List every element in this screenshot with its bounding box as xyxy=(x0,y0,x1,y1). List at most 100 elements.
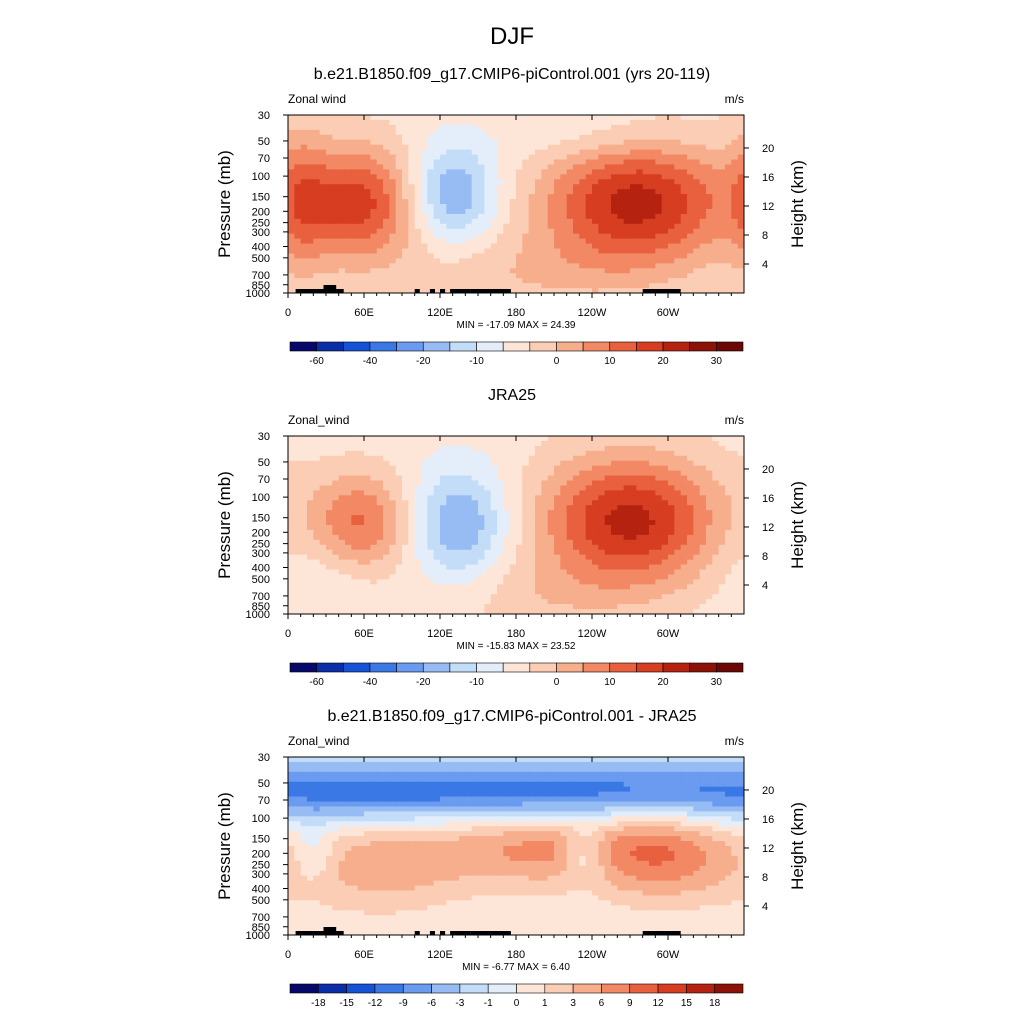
field-cell xyxy=(383,495,390,501)
field-cell xyxy=(490,268,498,274)
field-cell xyxy=(655,534,663,541)
field-cell xyxy=(623,139,631,146)
field-cell xyxy=(503,228,511,235)
field-cell xyxy=(389,465,397,472)
field-cell xyxy=(319,554,327,561)
field-cell xyxy=(699,248,707,255)
field-cell xyxy=(370,495,378,501)
field-cell xyxy=(484,559,492,566)
field-cell xyxy=(541,208,549,215)
field-cell xyxy=(661,490,669,496)
field-cell xyxy=(674,119,682,126)
field-cell xyxy=(604,574,612,580)
field-cell xyxy=(402,154,409,161)
field-cell xyxy=(490,238,498,245)
field-cell xyxy=(319,544,327,551)
field-cell xyxy=(300,204,308,210)
field-cell xyxy=(307,253,314,259)
field-cell xyxy=(642,495,650,501)
field-cell xyxy=(699,465,707,472)
field-cell xyxy=(516,559,523,566)
field-cell xyxy=(554,179,561,185)
field-cell xyxy=(421,436,428,442)
field-cell xyxy=(364,520,371,526)
field-cell xyxy=(731,223,739,230)
field-cell xyxy=(509,119,517,126)
field-cell xyxy=(503,159,511,166)
field-cell xyxy=(623,159,631,166)
field-cell xyxy=(402,564,409,571)
field-cell xyxy=(560,554,568,561)
field-cell xyxy=(408,465,416,472)
field-cell xyxy=(535,149,542,156)
field-cell xyxy=(611,273,618,279)
field-cell xyxy=(332,515,340,521)
field-cell xyxy=(566,440,574,447)
field-cell xyxy=(516,204,523,210)
field-cell xyxy=(630,139,637,146)
field-cell xyxy=(712,263,720,269)
field-cell xyxy=(680,189,688,195)
field-cell xyxy=(357,529,365,536)
field-cell xyxy=(560,475,568,482)
field-cell xyxy=(554,238,561,245)
field-cell xyxy=(497,470,504,477)
field-cell xyxy=(357,213,365,220)
field-cell xyxy=(560,460,568,467)
y-tick-label: 400 xyxy=(252,241,270,253)
field-cell xyxy=(566,243,574,250)
field-cell xyxy=(459,238,466,245)
field-cell xyxy=(471,584,479,590)
field-cell xyxy=(541,460,549,467)
field-cell xyxy=(636,470,644,477)
field-cell xyxy=(503,534,511,541)
field-cell xyxy=(712,495,720,501)
field-cell xyxy=(737,184,744,190)
field-cell xyxy=(661,124,669,131)
field-cell xyxy=(446,574,454,580)
field-cell xyxy=(617,174,625,180)
field-cell xyxy=(636,169,644,175)
field-cell xyxy=(351,539,359,546)
field-cell xyxy=(693,500,701,506)
field-cell xyxy=(655,470,663,477)
field-cell xyxy=(731,500,739,506)
field-cell xyxy=(370,544,378,551)
field-cell xyxy=(389,455,397,462)
field-cell xyxy=(687,465,694,472)
field-cell xyxy=(383,144,390,151)
field-cell xyxy=(497,134,504,141)
field-cell xyxy=(712,223,720,230)
field-cell xyxy=(541,510,549,516)
field-cell xyxy=(706,436,713,442)
field-cell xyxy=(731,475,739,482)
field-cell xyxy=(408,549,416,556)
field-cell xyxy=(611,268,618,274)
field-cell xyxy=(332,534,340,541)
field-cell xyxy=(661,129,669,136)
field-cell xyxy=(535,248,542,255)
field-cell xyxy=(585,233,593,240)
field-cell xyxy=(693,115,701,121)
field-cell xyxy=(522,505,530,511)
field-cell xyxy=(649,248,656,255)
field-cell xyxy=(471,139,479,146)
field-cell xyxy=(389,233,397,240)
field-cell xyxy=(731,134,739,141)
field-cell xyxy=(636,139,644,146)
field-cell xyxy=(370,574,378,580)
field-cell xyxy=(598,529,606,536)
field-cell xyxy=(554,228,561,235)
field-cell xyxy=(592,213,599,220)
field-cell xyxy=(338,450,346,457)
field-cell xyxy=(389,584,397,590)
field-cell xyxy=(623,564,631,571)
field-cell xyxy=(402,204,409,210)
field-cell xyxy=(408,534,416,541)
field-cell xyxy=(395,179,403,185)
field-cell xyxy=(579,179,587,185)
field-cell xyxy=(440,569,447,576)
field-cell xyxy=(725,515,732,521)
field-cell xyxy=(307,579,314,585)
field-cell xyxy=(731,258,739,264)
